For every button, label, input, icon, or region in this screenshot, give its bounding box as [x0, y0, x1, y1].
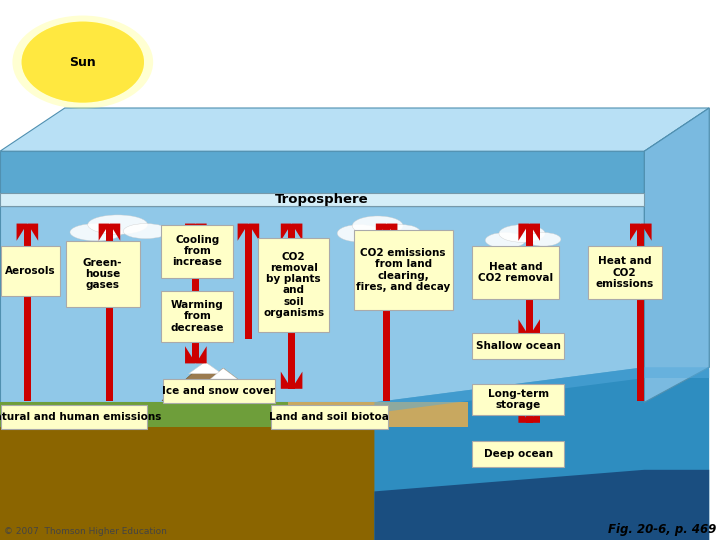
FancyArrow shape	[185, 346, 207, 363]
FancyBboxPatch shape	[0, 421, 709, 540]
Ellipse shape	[22, 22, 144, 103]
Text: CO2 emissions
from land
clearing,
fires, and decay: CO2 emissions from land clearing, fires,…	[356, 248, 450, 292]
FancyArrow shape	[17, 224, 38, 241]
FancyArrow shape	[518, 319, 540, 336]
FancyBboxPatch shape	[245, 224, 252, 339]
FancyArrow shape	[281, 372, 302, 389]
Text: Green-
house
gases: Green- house gases	[83, 258, 122, 291]
Text: Fig. 20-6, p. 469: Fig. 20-6, p. 469	[608, 523, 716, 536]
FancyBboxPatch shape	[288, 224, 295, 339]
FancyBboxPatch shape	[588, 246, 662, 299]
FancyBboxPatch shape	[383, 224, 390, 401]
Polygon shape	[374, 367, 709, 540]
Ellipse shape	[485, 233, 526, 248]
FancyBboxPatch shape	[192, 275, 199, 363]
FancyBboxPatch shape	[0, 151, 644, 206]
FancyArrow shape	[630, 224, 652, 241]
Ellipse shape	[12, 16, 153, 109]
Polygon shape	[644, 108, 709, 402]
Text: Sun: Sun	[69, 56, 96, 69]
Ellipse shape	[123, 224, 168, 239]
Polygon shape	[210, 368, 238, 379]
FancyArrow shape	[238, 224, 259, 241]
Polygon shape	[0, 108, 709, 151]
Text: CO2
removal
by plants
and
soil
organisms: CO2 removal by plants and soil organisms	[264, 252, 324, 318]
FancyBboxPatch shape	[66, 241, 140, 307]
FancyArrow shape	[518, 224, 540, 241]
Text: Natural and human emissions: Natural and human emissions	[0, 412, 161, 422]
Polygon shape	[374, 470, 709, 540]
FancyBboxPatch shape	[106, 224, 113, 401]
FancyBboxPatch shape	[24, 224, 31, 401]
Ellipse shape	[88, 215, 148, 234]
Text: Aerosols: Aerosols	[5, 266, 56, 276]
FancyArrow shape	[518, 406, 540, 423]
Ellipse shape	[382, 225, 420, 240]
Polygon shape	[288, 402, 468, 427]
Text: Deep ocean: Deep ocean	[484, 449, 553, 458]
FancyBboxPatch shape	[161, 225, 233, 278]
FancyBboxPatch shape	[163, 379, 275, 403]
Polygon shape	[374, 367, 709, 413]
FancyArrow shape	[99, 224, 120, 241]
Ellipse shape	[499, 225, 545, 242]
Text: Heat and
CO2 removal: Heat and CO2 removal	[478, 262, 553, 284]
FancyBboxPatch shape	[0, 193, 644, 206]
Polygon shape	[162, 362, 248, 401]
FancyArrow shape	[281, 224, 302, 241]
Text: Land and soil biotoa: Land and soil biotoa	[269, 412, 390, 422]
FancyBboxPatch shape	[526, 297, 533, 336]
Polygon shape	[184, 368, 266, 401]
Ellipse shape	[337, 225, 382, 242]
FancyBboxPatch shape	[1, 405, 147, 429]
FancyBboxPatch shape	[1, 246, 60, 296]
FancyBboxPatch shape	[354, 230, 453, 310]
Polygon shape	[0, 402, 432, 427]
Ellipse shape	[352, 216, 403, 235]
Ellipse shape	[22, 22, 144, 103]
Text: © 2007  Thomson Higher Education: © 2007 Thomson Higher Education	[4, 526, 166, 536]
FancyArrow shape	[376, 224, 397, 241]
FancyBboxPatch shape	[288, 329, 295, 389]
FancyBboxPatch shape	[526, 413, 533, 423]
Polygon shape	[189, 362, 222, 374]
Text: Heat and
CO2
emissions: Heat and CO2 emissions	[595, 256, 654, 289]
FancyBboxPatch shape	[472, 441, 564, 467]
FancyBboxPatch shape	[161, 291, 233, 342]
FancyBboxPatch shape	[258, 238, 329, 332]
FancyBboxPatch shape	[472, 246, 559, 299]
Text: Warming
from
decrease: Warming from decrease	[171, 300, 224, 333]
Ellipse shape	[70, 224, 122, 241]
FancyBboxPatch shape	[526, 224, 533, 357]
FancyArrow shape	[185, 224, 207, 241]
FancyBboxPatch shape	[637, 224, 644, 401]
Polygon shape	[644, 108, 709, 402]
Ellipse shape	[526, 233, 561, 246]
Text: Troposphere: Troposphere	[275, 193, 369, 206]
Text: Shallow ocean: Shallow ocean	[476, 341, 561, 350]
Text: Ice and snow cover: Ice and snow cover	[163, 386, 275, 396]
Text: Long-term
storage: Long-term storage	[488, 389, 549, 410]
FancyBboxPatch shape	[192, 224, 199, 293]
FancyBboxPatch shape	[0, 206, 644, 402]
Text: Cooling
from
increase: Cooling from increase	[172, 235, 222, 267]
FancyBboxPatch shape	[472, 333, 564, 359]
FancyBboxPatch shape	[271, 405, 388, 429]
FancyBboxPatch shape	[472, 384, 564, 415]
